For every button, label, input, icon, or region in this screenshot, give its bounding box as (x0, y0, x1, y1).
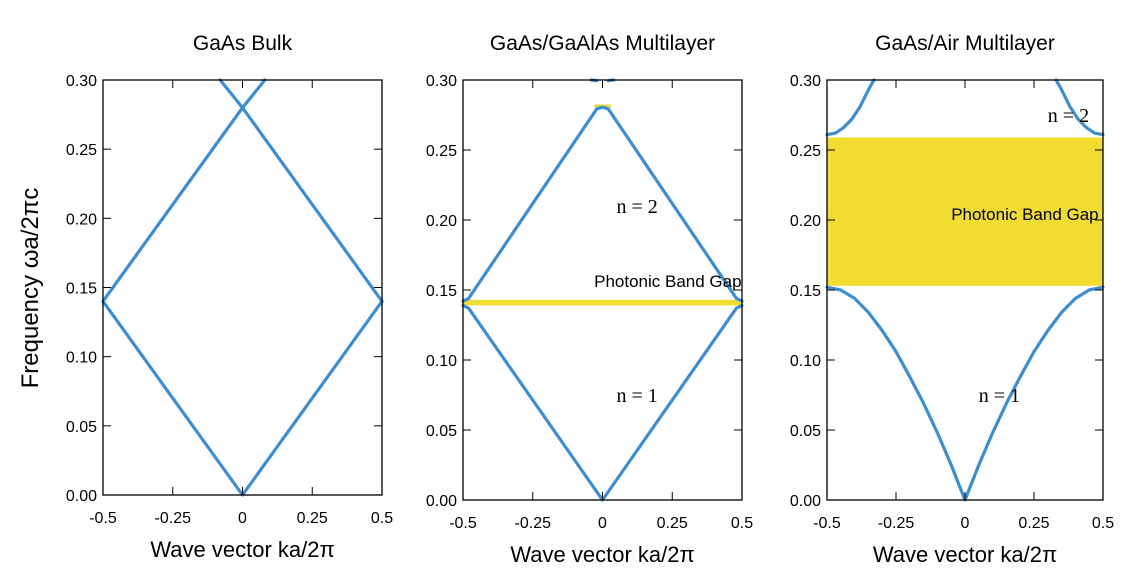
band-index-label: n = 2 (616, 196, 657, 218)
x-tick-label: -0.5 (449, 515, 477, 532)
plot-frame (102, 79, 383, 496)
y-tick-label: 0.15 (66, 281, 97, 298)
y-tick-label: 0.00 (66, 488, 97, 505)
band-curve-2 (461, 105, 744, 303)
band-gap-label: Photonic Band Gap (951, 205, 1098, 224)
band-index-label: n = 1 (979, 385, 1020, 407)
chart-title: GaAs/Air Multilayer (875, 32, 1055, 55)
y-tick-label: 0.10 (790, 353, 821, 370)
band-curve-2 (101, 78, 267, 303)
y-tick-label: 0.25 (426, 143, 457, 160)
chart-panel-1: 0.00 0.05 0.10 0.15 0.20 0.25 0.30 -0.5 -0.25 0 0.… (66, 32, 393, 562)
y-tick-label: 0.15 (426, 283, 457, 300)
y-axis-label: Frequency ωa/2πc (17, 188, 44, 389)
x-tick-label: -0.25 (155, 510, 192, 527)
y-tick-label: 0.25 (790, 143, 821, 160)
x-tick-label: 0.25 (1018, 515, 1049, 532)
chart-title: GaAs Bulk (193, 32, 293, 55)
x-tick-label: -0.25 (515, 515, 552, 532)
band-gap-1 (463, 299, 742, 306)
y-tick-label: 0.10 (66, 350, 97, 367)
y-tick-label: 0.30 (790, 73, 821, 90)
x-tick-label: 0.5 (731, 515, 753, 532)
y-tick-label: 0.20 (426, 213, 457, 230)
y-tick-label: 0.20 (66, 211, 97, 228)
x-tick-label: 0 (598, 515, 607, 532)
x-tick-label: 0.5 (1092, 515, 1114, 532)
x-tick-label: 0.5 (371, 510, 393, 527)
y-tick-label: 0.25 (66, 142, 97, 159)
x-tick-label: -0.5 (89, 510, 117, 527)
band-index-label: n = 2 (1048, 105, 1089, 127)
x-tick-label: 0 (238, 510, 247, 527)
y-tick-label: 0.05 (426, 423, 457, 440)
y-tick-label: 0.10 (426, 353, 457, 370)
x-tick-label: 0.25 (297, 510, 328, 527)
band-gap-1 (827, 137, 1103, 286)
band-curve-1 (461, 303, 744, 502)
x-axis-label: Wave vector ka/2π (150, 537, 334, 562)
x-axis-label: Wave vector ka/2π (510, 542, 694, 567)
x-tick-label: -0.5 (813, 515, 841, 532)
y-tick-label: 0.05 (790, 423, 821, 440)
y-tick-label: 0.20 (790, 213, 821, 230)
band-curve-2 (825, 78, 876, 137)
y-tick-label: 0.05 (66, 419, 97, 436)
x-tick-label: 0.25 (657, 515, 688, 532)
x-tick-label: 0 (961, 515, 970, 532)
panels: 0.00 0.05 0.10 0.15 0.20 0.25 0.30 -0.5 -0.25 0 0.… (66, 32, 1114, 567)
y-tick-label: 0.15 (790, 283, 821, 300)
x-tick-label: -0.25 (878, 515, 915, 532)
band-curve-3 (218, 78, 384, 303)
chart-panel-2: 0.00 0.05 0.10 0.15 0.20 0.25 0.30 -0.5 -0.25 0 0.… (426, 32, 753, 567)
band-index-label: n = 1 (616, 385, 657, 407)
y-tick-label: 0.00 (426, 493, 457, 510)
band-curve-1 (101, 299, 384, 497)
x-axis-label: Wave vector ka/2π (873, 542, 1057, 567)
y-tick-label: 0.00 (790, 493, 821, 510)
y-tick-label: 0.30 (426, 73, 457, 90)
y-tick-label: 0.30 (66, 73, 97, 90)
band-curve-3 (1054, 78, 1105, 137)
chart-panel-3: 0.00 0.05 0.10 0.15 0.20 0.25 0.30 -0.5 -0.25 0 0.… (790, 32, 1114, 567)
band-gap-label: Photonic Band Gap (594, 272, 741, 291)
band-curve-1 (825, 285, 1105, 502)
chart-title: GaAs/GaAlAs Multilayer (490, 32, 715, 55)
